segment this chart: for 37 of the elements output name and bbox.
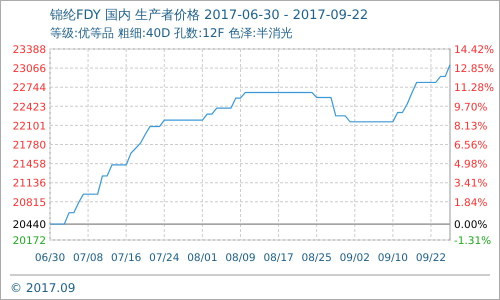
y-tick-label: 23388 [12,44,46,56]
y-tick-label: 23066 [12,63,46,76]
y-tick-label: 21458 [12,158,46,171]
y2-tick-label: 9.70% [454,101,488,114]
y2-tick-label: -1.31% [454,235,492,247]
x-tick-label: 07/08 [72,252,104,264]
chart-subtitle: 等级:优等品 粗细:40D 孔数:12F 色泽:半消光 [50,26,292,40]
y2-tick-label: 14.42% [454,44,494,56]
x-tick-label: 07/24 [149,252,180,264]
line-series [49,64,451,225]
y-tick-label: 20815 [12,196,46,209]
y2-tick-label: 8.13% [454,120,488,132]
x-tick-label: 09/10 [378,252,408,264]
y-tick-label: 22423 [12,101,46,114]
x-tick-label: 09/22 [416,252,446,264]
y2-tick-label: 4.98% [454,158,488,171]
chart-title: 锦纶FDY 国内 生产者价格 2017-06-30 - 2017-09-22 [49,8,368,23]
text: © 2017.09 [10,281,76,295]
x-tick-label: 07/16 [111,252,142,264]
y-tick-label: 22744 [12,82,46,94]
y2-tick-label: 11.28% [454,82,494,94]
y2-tick-label: 1.84% [454,196,488,209]
x-tick-label: 08/17 [263,252,294,264]
y-tick-label: 21780 [12,140,46,152]
x-tick-label: 09/02 [340,252,370,264]
y2-tick-label: 12.85% [454,63,494,76]
y2-tick-label: 0.00% [454,219,488,232]
y-tick-label: 21136 [12,178,46,190]
y2-tick-label: 3.41% [454,178,488,190]
x-tick-label: 08/01 [187,252,218,264]
y2-tick-label: 6.56% [454,139,488,152]
y-tick-label: 22101 [12,120,46,132]
x-tick-label: 06/30 [34,252,66,264]
y-tick-label: 20440 [12,219,46,232]
x-tick-label: 08/09 [225,252,256,264]
y-tick-label: 20172 [12,235,46,247]
x-tick-label: 08/25 [302,252,332,264]
